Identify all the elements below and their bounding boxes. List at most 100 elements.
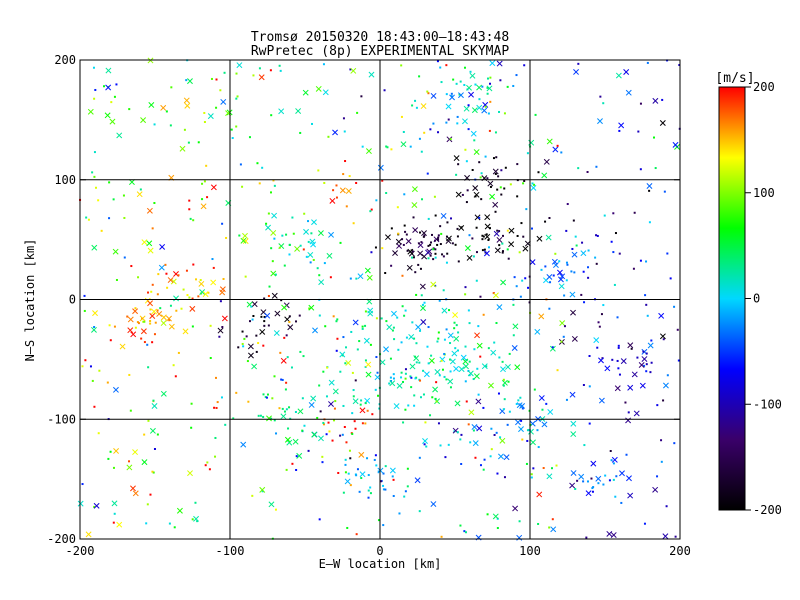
data-point xyxy=(301,429,304,432)
data-point xyxy=(599,95,602,98)
colorbar-tick-label: -200 xyxy=(753,503,782,517)
data-point xyxy=(333,407,336,410)
data-point-cross xyxy=(466,84,472,91)
data-point xyxy=(342,117,345,120)
data-point xyxy=(201,182,204,185)
data-point xyxy=(609,450,612,453)
data-point xyxy=(648,221,651,224)
data-point xyxy=(258,182,261,185)
data-point-cross xyxy=(571,251,578,258)
data-point-cross xyxy=(489,193,496,200)
data-point-cross xyxy=(470,130,477,137)
data-point xyxy=(191,325,194,328)
plot-grid xyxy=(80,60,680,539)
data-point xyxy=(488,227,491,230)
title-group: Tromsø 20150320 18:43:00–18:43:48 RwPret… xyxy=(251,30,509,59)
data-point-cross xyxy=(85,531,92,538)
data-point xyxy=(262,344,265,347)
data-point xyxy=(427,362,430,365)
data-point xyxy=(151,341,154,344)
data-point xyxy=(327,421,330,424)
data-point xyxy=(220,396,223,399)
data-point xyxy=(586,480,589,483)
data-point-cross xyxy=(284,316,291,323)
data-point xyxy=(93,505,96,508)
data-point xyxy=(519,295,522,298)
data-point xyxy=(618,373,621,376)
data-point xyxy=(488,129,491,132)
data-point xyxy=(431,396,434,399)
data-point xyxy=(499,186,502,189)
data-point-cross xyxy=(184,102,191,109)
data-point xyxy=(475,251,478,254)
data-point-cross xyxy=(258,74,265,81)
data-point-cross xyxy=(614,385,621,392)
data-point-cross xyxy=(471,424,478,430)
data-point xyxy=(134,307,137,310)
data-point-cross xyxy=(453,365,460,372)
data-point-cross xyxy=(160,104,167,111)
data-point xyxy=(481,234,484,237)
data-point-cross xyxy=(392,250,399,257)
data-point xyxy=(456,115,459,118)
data-point xyxy=(496,527,499,530)
data-point xyxy=(147,366,150,369)
data-point xyxy=(525,208,528,211)
data-point xyxy=(412,256,415,259)
data-point xyxy=(439,243,442,246)
data-point xyxy=(168,319,171,322)
data-point-cross xyxy=(377,164,384,171)
data-point xyxy=(376,371,379,374)
data-point xyxy=(468,234,471,237)
data-point-cross xyxy=(160,314,167,321)
data-point xyxy=(291,216,294,219)
data-point xyxy=(312,258,315,261)
data-point xyxy=(206,461,209,464)
data-point xyxy=(591,487,594,490)
data-point xyxy=(209,356,212,359)
data-point xyxy=(241,185,244,188)
data-point-cross xyxy=(441,307,448,314)
data-point xyxy=(143,320,146,323)
data-point-cross xyxy=(412,227,419,234)
data-point xyxy=(273,375,276,378)
data-point xyxy=(481,85,484,88)
data-point xyxy=(290,366,293,369)
data-point-cross xyxy=(536,491,543,498)
data-point xyxy=(522,235,525,238)
data-point-cross xyxy=(639,382,646,389)
data-point xyxy=(364,359,367,362)
data-point-cross xyxy=(631,371,638,378)
data-point xyxy=(517,399,520,402)
data-point-cross xyxy=(476,425,483,432)
data-point xyxy=(585,536,588,539)
data-point xyxy=(418,361,421,364)
data-point xyxy=(616,316,619,319)
colorbar-tick-label: 100 xyxy=(753,186,775,200)
data-point xyxy=(429,243,432,246)
data-point xyxy=(321,455,324,458)
data-point xyxy=(521,438,524,441)
data-point-cross xyxy=(116,521,123,528)
data-point xyxy=(554,252,557,255)
data-point xyxy=(492,157,495,160)
data-point-cross xyxy=(626,475,632,482)
data-point xyxy=(502,378,505,381)
data-point xyxy=(360,95,363,98)
data-point xyxy=(355,277,358,280)
data-point xyxy=(565,279,568,282)
data-point-cross xyxy=(105,67,112,74)
data-point xyxy=(302,355,305,358)
colorbar-tick-label: 0 xyxy=(753,292,760,306)
data-point xyxy=(442,289,445,292)
data-point xyxy=(112,466,115,469)
data-point xyxy=(351,371,354,374)
data-point xyxy=(423,301,426,304)
data-point-cross xyxy=(487,180,494,187)
data-point xyxy=(461,193,464,196)
data-point-cross xyxy=(570,309,576,316)
data-point xyxy=(432,248,435,251)
y-axis-ticks: -200 -100 0 100 200 xyxy=(47,53,680,546)
data-point xyxy=(287,427,290,430)
data-point xyxy=(460,433,463,436)
